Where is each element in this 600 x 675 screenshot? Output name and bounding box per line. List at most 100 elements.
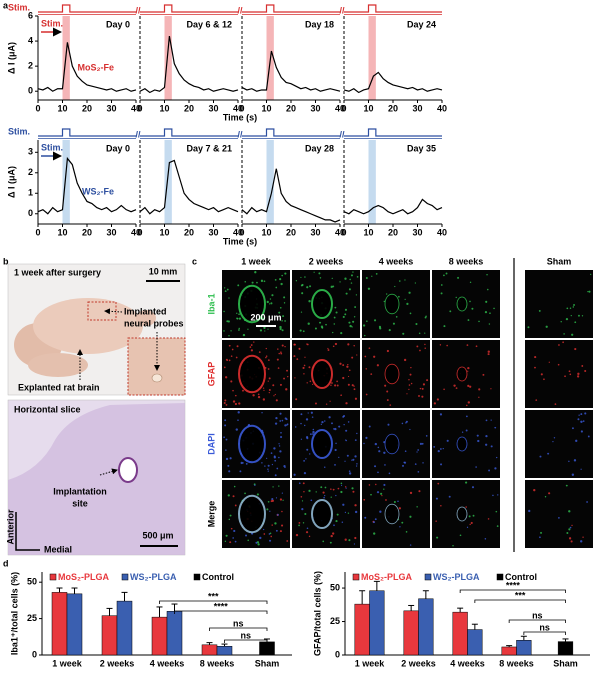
cell-signal <box>440 463 443 466</box>
scale-label: 10 mm <box>149 266 178 276</box>
cell-signal <box>393 501 396 504</box>
cell-signal <box>436 398 439 401</box>
cell-signal <box>352 490 355 493</box>
cell-signal <box>352 320 355 323</box>
panel-title: Day 7 & 21 <box>186 143 232 153</box>
legend-swatch <box>496 573 504 581</box>
annotation: Implantation <box>53 486 107 496</box>
cell-signal <box>349 324 352 328</box>
cell-signal <box>353 543 356 545</box>
cell-signal <box>293 355 296 358</box>
cell-signal <box>270 302 273 305</box>
cell-signal <box>338 456 340 459</box>
cell-signal <box>280 524 284 527</box>
cell-signal <box>573 303 575 306</box>
cell-signal <box>455 296 457 299</box>
cell-signal <box>354 439 357 442</box>
stim-window <box>368 140 376 224</box>
x-tick-label: 40 <box>335 103 345 113</box>
cell-signal <box>330 534 333 538</box>
cell-signal <box>269 303 271 305</box>
implant-scar <box>311 429 333 459</box>
cell-signal <box>284 424 287 427</box>
x-tick-label: 0 <box>341 227 346 237</box>
cell-signal <box>309 285 312 288</box>
cell-signal <box>300 284 303 287</box>
cell-signal <box>321 420 324 424</box>
x-tick-label: 10 <box>57 227 67 237</box>
cell-signal <box>298 347 300 350</box>
cell-signal <box>442 447 444 450</box>
cell-signal <box>333 323 336 325</box>
cell-signal <box>571 524 573 527</box>
y-tick-label: 0 <box>28 208 33 218</box>
cell-signal <box>342 364 345 367</box>
cell-signal <box>269 510 271 512</box>
cell-signal <box>416 506 418 508</box>
cell-signal <box>466 344 469 347</box>
significance-bracket <box>209 627 268 631</box>
cell-signal <box>306 343 309 346</box>
cell-signal <box>311 416 314 418</box>
cell-signal <box>230 330 232 332</box>
cell-signal <box>408 384 411 386</box>
cell-signal <box>387 423 390 426</box>
cell-signal <box>343 414 346 418</box>
cell-signal <box>334 463 336 466</box>
cell-signal <box>302 366 305 370</box>
cell-signal <box>346 454 349 457</box>
cell-signal <box>303 364 306 367</box>
legend-label: WS₂-PLGA <box>130 572 177 582</box>
cell-signal <box>232 495 235 498</box>
cell-signal <box>355 465 358 467</box>
x-tick-label: 4 weeks <box>450 658 485 668</box>
cell-signal <box>540 531 543 534</box>
cell-signal <box>545 325 548 328</box>
cell-signal <box>365 368 367 370</box>
cell-signal <box>306 437 309 440</box>
cell-signal <box>397 500 399 503</box>
cell-signal <box>302 522 305 524</box>
cell-signal <box>334 306 337 309</box>
cell-signal <box>344 486 347 488</box>
column-header: 1 week <box>241 256 272 266</box>
cell-signal <box>236 317 238 320</box>
cell-signal <box>469 281 472 284</box>
stim-window <box>164 16 172 100</box>
cell-signal <box>295 398 298 401</box>
cell-signal <box>558 344 560 346</box>
cell-signal <box>534 356 537 359</box>
cell-signal <box>273 447 276 450</box>
cell-signal <box>324 486 327 489</box>
cell-signal <box>278 485 280 487</box>
cell-signal <box>353 316 356 318</box>
panel-title: Day 24 <box>407 19 436 29</box>
cell-signal <box>540 373 543 376</box>
cell-signal <box>267 359 270 362</box>
cell-signal <box>279 420 282 422</box>
cell-signal <box>364 334 366 337</box>
significance-label: ns <box>539 622 550 632</box>
x-tick-label: 30 <box>106 103 116 113</box>
panel-label: b <box>3 256 9 266</box>
cell-signal <box>469 523 471 526</box>
cell-signal <box>402 332 405 335</box>
annotation: site <box>72 498 88 508</box>
cell-signal <box>269 298 272 300</box>
cell-signal <box>354 455 357 458</box>
cell-signal <box>229 514 232 517</box>
cell-signal <box>232 389 234 392</box>
cell-signal <box>367 287 371 290</box>
cell-signal <box>487 518 490 520</box>
cell-signal <box>440 284 443 286</box>
significance-label: **** <box>506 580 521 590</box>
bar <box>101 615 118 656</box>
cell-signal <box>279 306 282 309</box>
cell-signal <box>425 435 428 437</box>
cell-signal <box>272 384 275 387</box>
cell-signal <box>478 388 481 391</box>
cell-signal <box>368 484 371 486</box>
cell-signal <box>466 404 468 407</box>
cell-signal <box>409 428 411 431</box>
cell-signal <box>312 428 315 431</box>
